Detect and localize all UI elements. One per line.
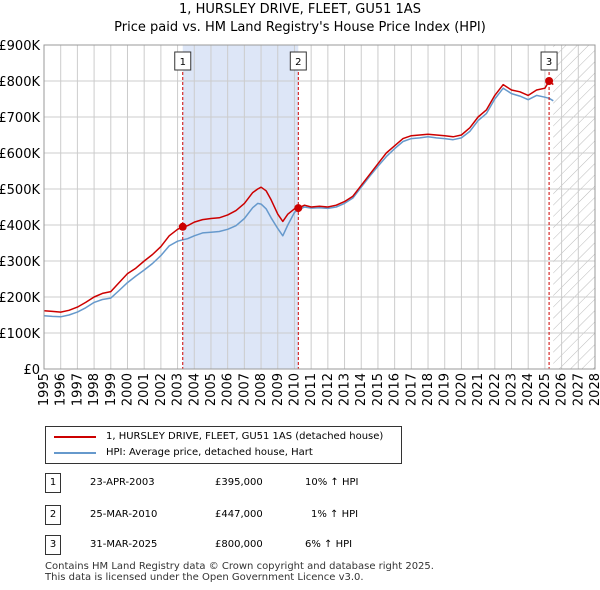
x-tick-label: 2011	[304, 373, 319, 406]
forecast-hatch	[553, 45, 595, 369]
sale-date: 23-APR-2003	[90, 477, 155, 488]
chart-title: 1, HURSLEY DRIVE, FLEET, GU51 1AS	[179, 2, 421, 17]
footer: Contains HM Land Registry data © Crown c…	[45, 561, 434, 583]
x-tick-label: 2018	[421, 373, 436, 406]
x-tick-label: 2014	[354, 373, 369, 406]
sale-price: £395,000	[215, 477, 263, 488]
legend-item-property: 1, HURSLEY DRIVE, FLEET, GU51 1AS (detac…	[54, 429, 394, 445]
sale-date: 31-MAR-2025	[90, 539, 158, 550]
sale-price: £800,000	[215, 539, 263, 550]
sale-number: 2	[45, 505, 61, 525]
sale-row: 2 25-MAR-2010 £447,000 1% ↑ HPI	[45, 505, 405, 525]
x-tick-label: 2021	[471, 373, 486, 406]
legend-label-hpi: HPI: Average price, detached house, Hart	[106, 447, 313, 458]
x-tick-label: 2002	[154, 373, 169, 406]
sale-number: 3	[45, 535, 61, 555]
x-tick-label: 2026	[555, 373, 570, 406]
sale-hpi-delta: 1% ↑ HPI	[311, 509, 359, 520]
y-tick-label: £100K	[0, 327, 40, 342]
x-tick-label: 2003	[171, 373, 186, 406]
x-tick-label: 2008	[254, 373, 269, 406]
property-price-line	[44, 80, 554, 313]
x-tick-label: 2027	[571, 373, 586, 406]
y-tick-label: £500K	[0, 183, 40, 198]
legend-swatch-property	[54, 436, 96, 438]
x-tick-label: 2016	[388, 373, 403, 406]
x-tick-label: 2028	[588, 373, 600, 406]
x-tick-label: 2022	[488, 373, 503, 406]
sale-marker-box	[174, 51, 192, 71]
x-tick-label: 2019	[438, 373, 453, 406]
x-tick-label: 2006	[221, 373, 236, 406]
x-tick-label: 1996	[54, 373, 69, 406]
sale-point	[545, 77, 554, 85]
sale-marker-box	[540, 51, 558, 71]
plot-frame	[43, 44, 596, 370]
y-tick-label: £0	[23, 363, 40, 378]
x-tick-label: 2009	[271, 373, 286, 406]
x-tick-label: 1999	[104, 373, 119, 406]
x-tick-label: 1995	[37, 373, 52, 406]
footer-licence: This data is licensed under the Open Gov…	[45, 572, 364, 583]
chart-subtitle: Price paid vs. HM Land Registry's House …	[114, 20, 486, 35]
x-tick-label: 2013	[338, 373, 353, 406]
x-tick-label: 2025	[538, 373, 553, 406]
y-tick-label: £800K	[0, 75, 40, 90]
footer-copyright: Contains HM Land Registry data © Crown c…	[45, 561, 434, 572]
y-tick-label: £600K	[0, 147, 40, 162]
x-tick-label: 2017	[404, 373, 419, 406]
sale-hpi-delta: 10% ↑ HPI	[305, 477, 359, 488]
x-tick-label: 2007	[237, 373, 252, 406]
price-chart: 1, HURSLEY DRIVE, FLEET, GU51 1AS Price …	[0, 2, 600, 406]
legend-label-property: 1, HURSLEY DRIVE, FLEET, GU51 1AS (detac…	[106, 431, 384, 442]
x-tick-label: 2015	[371, 373, 386, 406]
x-tick-label: 2001	[137, 373, 152, 406]
sale-row: 3 31-MAR-2025 £800,000 6% ↑ HPI	[45, 535, 405, 555]
sale-marker-label: 1	[180, 57, 186, 68]
sale-date: 25-MAR-2010	[90, 509, 158, 520]
sale-marker-label: 3	[546, 57, 552, 68]
y-tick-label: £900K	[0, 39, 40, 54]
y-tick-label: £700K	[0, 111, 40, 126]
sale-marker-label: 2	[295, 57, 301, 68]
sale-marker-box	[289, 51, 307, 71]
x-tick-label: 2023	[505, 373, 520, 406]
x-tick-label: 2020	[454, 373, 469, 406]
hpi-line	[44, 87, 554, 318]
x-tick-label: 1997	[70, 373, 85, 406]
legend: 1, HURSLEY DRIVE, FLEET, GU51 1AS (detac…	[45, 426, 402, 464]
x-tick-label: 2010	[287, 373, 302, 406]
x-tick-label: 2024	[521, 373, 536, 406]
x-tick-label: 2012	[321, 373, 336, 406]
legend-swatch-hpi	[54, 452, 96, 454]
y-tick-label: £200K	[0, 291, 40, 306]
sale-row: 1 23-APR-2003 £395,000 10% ↑ HPI	[45, 473, 405, 493]
sale-point	[178, 222, 187, 231]
sale-price: £447,000	[215, 509, 263, 520]
sale-point	[294, 204, 303, 213]
x-tick-label: 1998	[87, 373, 102, 406]
y-tick-label: £300K	[0, 255, 40, 270]
x-tick-label: 2004	[187, 373, 202, 406]
sale-hpi-delta: 6% ↑ HPI	[305, 539, 353, 550]
x-tick-label: 2005	[204, 373, 219, 406]
legend-item-hpi: HPI: Average price, detached house, Hart	[54, 445, 394, 461]
sale-number: 1	[45, 473, 61, 493]
y-tick-label: £400K	[0, 219, 40, 234]
x-tick-label: 2000	[120, 373, 135, 406]
